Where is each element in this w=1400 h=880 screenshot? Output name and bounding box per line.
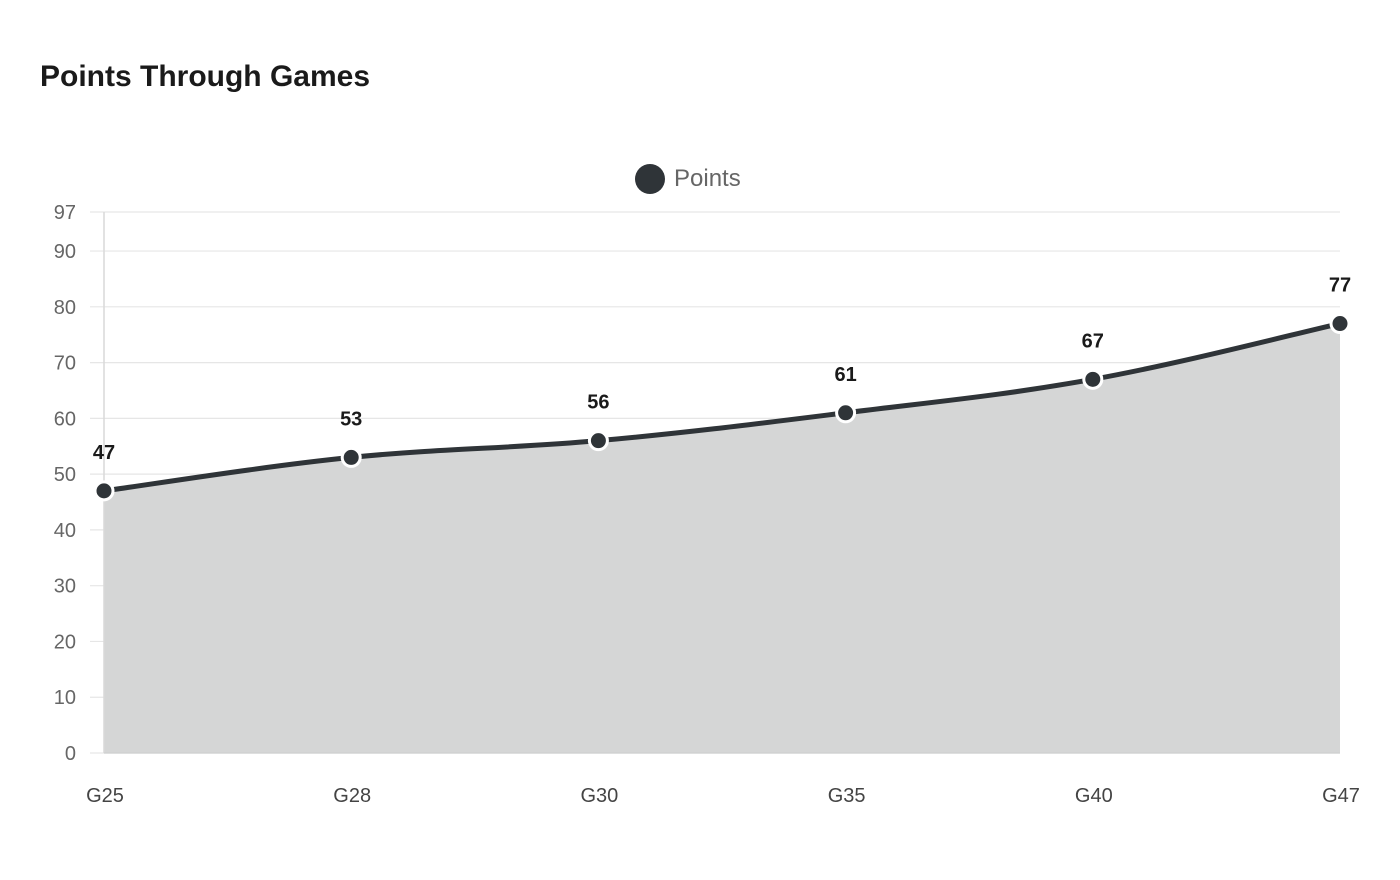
series-line xyxy=(101,321,1343,494)
data-value-label: 77 xyxy=(1329,275,1351,297)
data-point-marker[interactable] xyxy=(587,430,609,452)
y-tick-label: 40 xyxy=(54,520,76,542)
legend-label: Points xyxy=(674,165,741,192)
chart-title: Points Through Games xyxy=(40,60,371,93)
data-point-marker[interactable] xyxy=(1082,368,1104,390)
x-axis-ticks: G25 G28 G30 G35 G40 G47 xyxy=(86,785,1360,807)
data-point-marker[interactable] xyxy=(1329,313,1351,335)
data-labels: 47 53 56 61 67 77 xyxy=(93,275,1351,464)
data-value-label: 53 xyxy=(340,408,362,430)
y-tick-label: 30 xyxy=(54,576,76,598)
series-line-path xyxy=(101,321,1343,494)
y-tick-label: 50 xyxy=(54,464,76,486)
y-tick-label: 0 xyxy=(65,743,76,765)
y-tick-label: 20 xyxy=(54,631,76,653)
x-tick-label: G47 xyxy=(1322,785,1360,807)
legend: Points xyxy=(635,164,741,194)
data-value-label: 67 xyxy=(1082,330,1104,352)
y-axis-ticks: 0 10 20 30 40 50 60 70 80 90 97 xyxy=(54,202,76,765)
data-point-marker[interactable] xyxy=(835,402,857,424)
x-tick-label: G40 xyxy=(1075,785,1113,807)
x-tick-label: G35 xyxy=(828,785,866,807)
y-tick-label: 80 xyxy=(54,297,76,319)
y-tick-label: 90 xyxy=(54,241,76,263)
data-value-label: 56 xyxy=(587,392,609,414)
y-tick-label: 97 xyxy=(54,202,76,224)
y-tick-label: 60 xyxy=(54,408,76,430)
legend-item-points[interactable]: Points xyxy=(635,164,741,194)
x-tick-label: G28 xyxy=(333,785,371,807)
y-tick-label: 70 xyxy=(54,353,76,375)
x-tick-label: G30 xyxy=(580,785,618,807)
data-value-label: 47 xyxy=(93,442,115,464)
x-tick-label: G25 xyxy=(86,785,124,807)
data-value-label: 61 xyxy=(834,364,856,386)
legend-circle-icon xyxy=(635,164,665,194)
y-tick-label: 10 xyxy=(54,687,76,709)
area-fill-path xyxy=(104,323,1340,753)
data-point-marker[interactable] xyxy=(93,480,115,502)
data-point-marker[interactable] xyxy=(340,446,362,468)
area-fill xyxy=(104,323,1340,753)
data-markers xyxy=(93,313,1351,502)
